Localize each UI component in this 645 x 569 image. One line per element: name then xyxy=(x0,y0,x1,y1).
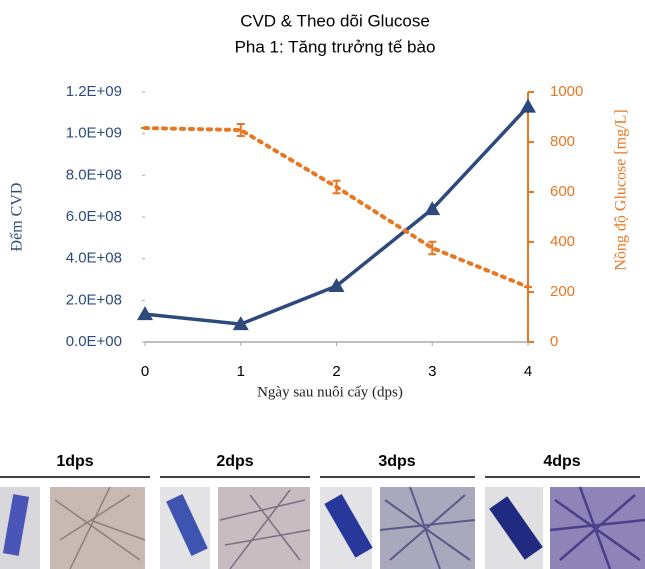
y-tick-label: 2.0E+08 xyxy=(66,291,122,308)
chart-subtitle: Pha 1: Tăng trưởng tế bào xyxy=(235,37,436,56)
panel-label: 4dps xyxy=(543,453,580,470)
y-tick-label: 1.0E+09 xyxy=(66,125,122,142)
chart: CVD & Theo dõi Glucose Pha 1: Tăng trưởn… xyxy=(0,0,645,569)
y2-tick-label: 1000 xyxy=(550,83,583,100)
x-tick-label: 2 xyxy=(332,363,340,380)
y-tick-label: 6.0E+08 xyxy=(66,208,122,225)
panel-label: 3dps xyxy=(378,453,415,470)
y2-tick-label: 800 xyxy=(550,133,575,150)
x-tick-label: 4 xyxy=(524,363,532,380)
y2-tick-label: 0 xyxy=(550,333,558,350)
panel-label: 1dps xyxy=(56,453,93,470)
marker xyxy=(520,99,536,113)
y-axis-title: Đếm CVD xyxy=(9,183,26,252)
y2-tick-label: 400 xyxy=(550,233,575,250)
x-tick-label: 3 xyxy=(428,363,436,380)
panel-2 xyxy=(160,477,310,569)
y-tick-label: 8.0E+08 xyxy=(66,166,122,183)
y2-axis-title: Nồng độ Glucose [mg/L] xyxy=(613,109,630,270)
y2-tick-label: 200 xyxy=(550,283,575,300)
y-tick-label: 0.0E+00 xyxy=(66,333,122,350)
photo-panels xyxy=(0,477,645,569)
x-tick-label: 0 xyxy=(141,363,149,380)
x-tick-label: 1 xyxy=(237,363,245,380)
page: CVD & Theo dõi Glucose Pha 1: Tăng trưởn… xyxy=(0,0,645,569)
y-tick-label: 4.0E+08 xyxy=(66,250,122,267)
chart-title: CVD & Theo dõi Glucose xyxy=(240,11,430,30)
panel-label: 2dps xyxy=(216,453,253,470)
y2-tick-label: 600 xyxy=(550,183,575,200)
glucose-line xyxy=(145,128,528,287)
y-tick-label: 1.2E+09 xyxy=(66,83,122,100)
panel-4 xyxy=(485,477,645,569)
panel-3 xyxy=(320,477,475,569)
x-axis-title: Ngày sau nuôi cấy (dps) xyxy=(257,384,403,400)
panel-1 xyxy=(0,477,150,569)
